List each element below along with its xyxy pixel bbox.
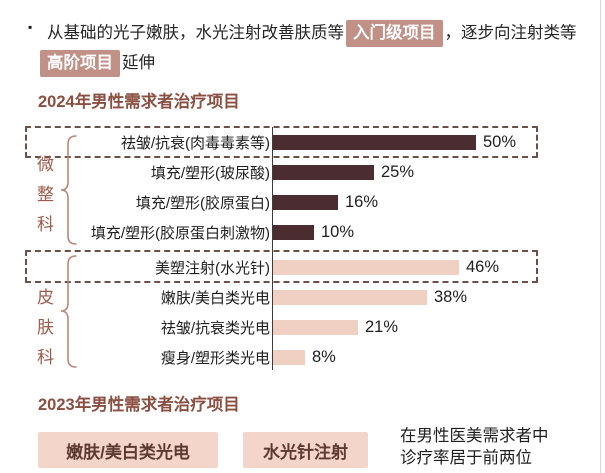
bullet-text-line1: 从基础的光子嫩肤，水光注射改善肤质等 入门级项目 ，逐步向注射类等 [47, 20, 577, 47]
entry-level-chip: 入门级项目 [346, 20, 443, 47]
note-2023: 在男性医美需求者中 诊疗率居于前两位 [400, 425, 549, 469]
chart-row: 填充/塑形(胶原蛋白刺激物) 10% [0, 222, 605, 243]
group-label-dermatology: 皮肤科 [37, 288, 54, 367]
group-brace-dermatology [60, 255, 77, 368]
top-treatment-chip-hydro-injection: 水光针注射 [243, 432, 368, 468]
value-label: 25% [381, 163, 415, 181]
category-label: 填充/塑形(玻尿酸) [150, 165, 270, 182]
category-label: 美塑注射(水光针) [155, 260, 270, 277]
value-label: 21% [365, 318, 399, 336]
highlight-box-row5 [25, 250, 538, 283]
bullet-text-post: ，逐步向注射类等 [444, 24, 577, 42]
chart-row: 瘦身/塑形类光电 8% [0, 347, 605, 368]
group-brace-micro-plastic [60, 135, 77, 245]
value-label: 46% [466, 258, 500, 276]
bar [273, 165, 374, 180]
bullet-text-line2: 高阶项目 延伸 [38, 50, 155, 77]
chart-row: 祛皱/抗衰(肉毒毒素等) 50% [0, 132, 605, 153]
category-label: 祛皱/抗衰(肉毒毒素等) [120, 135, 270, 152]
chart-title-2024: 2024年男性需求者治疗项目 [38, 93, 240, 111]
bar [273, 350, 305, 365]
chart-row: 祛皱/抗衰类光电 21% [0, 317, 605, 338]
note-2023-line1: 在男性医美需求者中 [400, 427, 549, 445]
bar [273, 290, 427, 305]
chart-row: 填充/塑形(玻尿酸) 25% [0, 162, 605, 183]
category-label: 填充/塑形(胶原蛋白刺激物) [90, 225, 270, 242]
bar [273, 260, 459, 275]
top-treatment-chip-photoelectric: 嫩肤/美白类光电 [38, 432, 218, 468]
value-label: 50% [483, 133, 517, 151]
value-label: 16% [345, 193, 379, 211]
category-label: 瘦身/塑形类光电 [160, 350, 270, 367]
category-axis-line [272, 127, 273, 370]
bullet-marker-icon: ▪ [28, 20, 33, 34]
value-label: 8% [312, 348, 336, 366]
note-2023-line2: 诊疗率居于前两位 [400, 449, 532, 467]
bar [273, 225, 314, 240]
chart-row: 嫩肤/美白类光电 38% [0, 287, 605, 308]
bar [273, 195, 338, 210]
bar [273, 135, 476, 150]
category-label: 嫩肤/美白类光电 [160, 290, 270, 307]
value-label: 10% [321, 223, 355, 241]
value-label: 38% [434, 288, 468, 306]
chart-title-2023: 2023年男性需求者治疗项目 [38, 396, 240, 414]
bullet-text-pre: 从基础的光子嫩肤，水光注射改善肤质等 [47, 24, 344, 42]
page-right-border [600, 0, 601, 473]
chart-row: 美塑注射(水光针) 46% [0, 257, 605, 278]
category-label: 祛皱/抗衰类光电 [160, 320, 270, 337]
bar [273, 320, 358, 335]
advanced-chip: 高阶项目 [40, 50, 120, 77]
chart-row: 填充/塑形(胶原蛋白) 16% [0, 192, 605, 213]
category-label: 填充/塑形(胶原蛋白) [135, 195, 270, 212]
bullet-text-end: 延伸 [122, 54, 155, 72]
highlight-box-row1 [25, 126, 538, 158]
group-label-micro-plastic: 微整科 [37, 155, 54, 234]
